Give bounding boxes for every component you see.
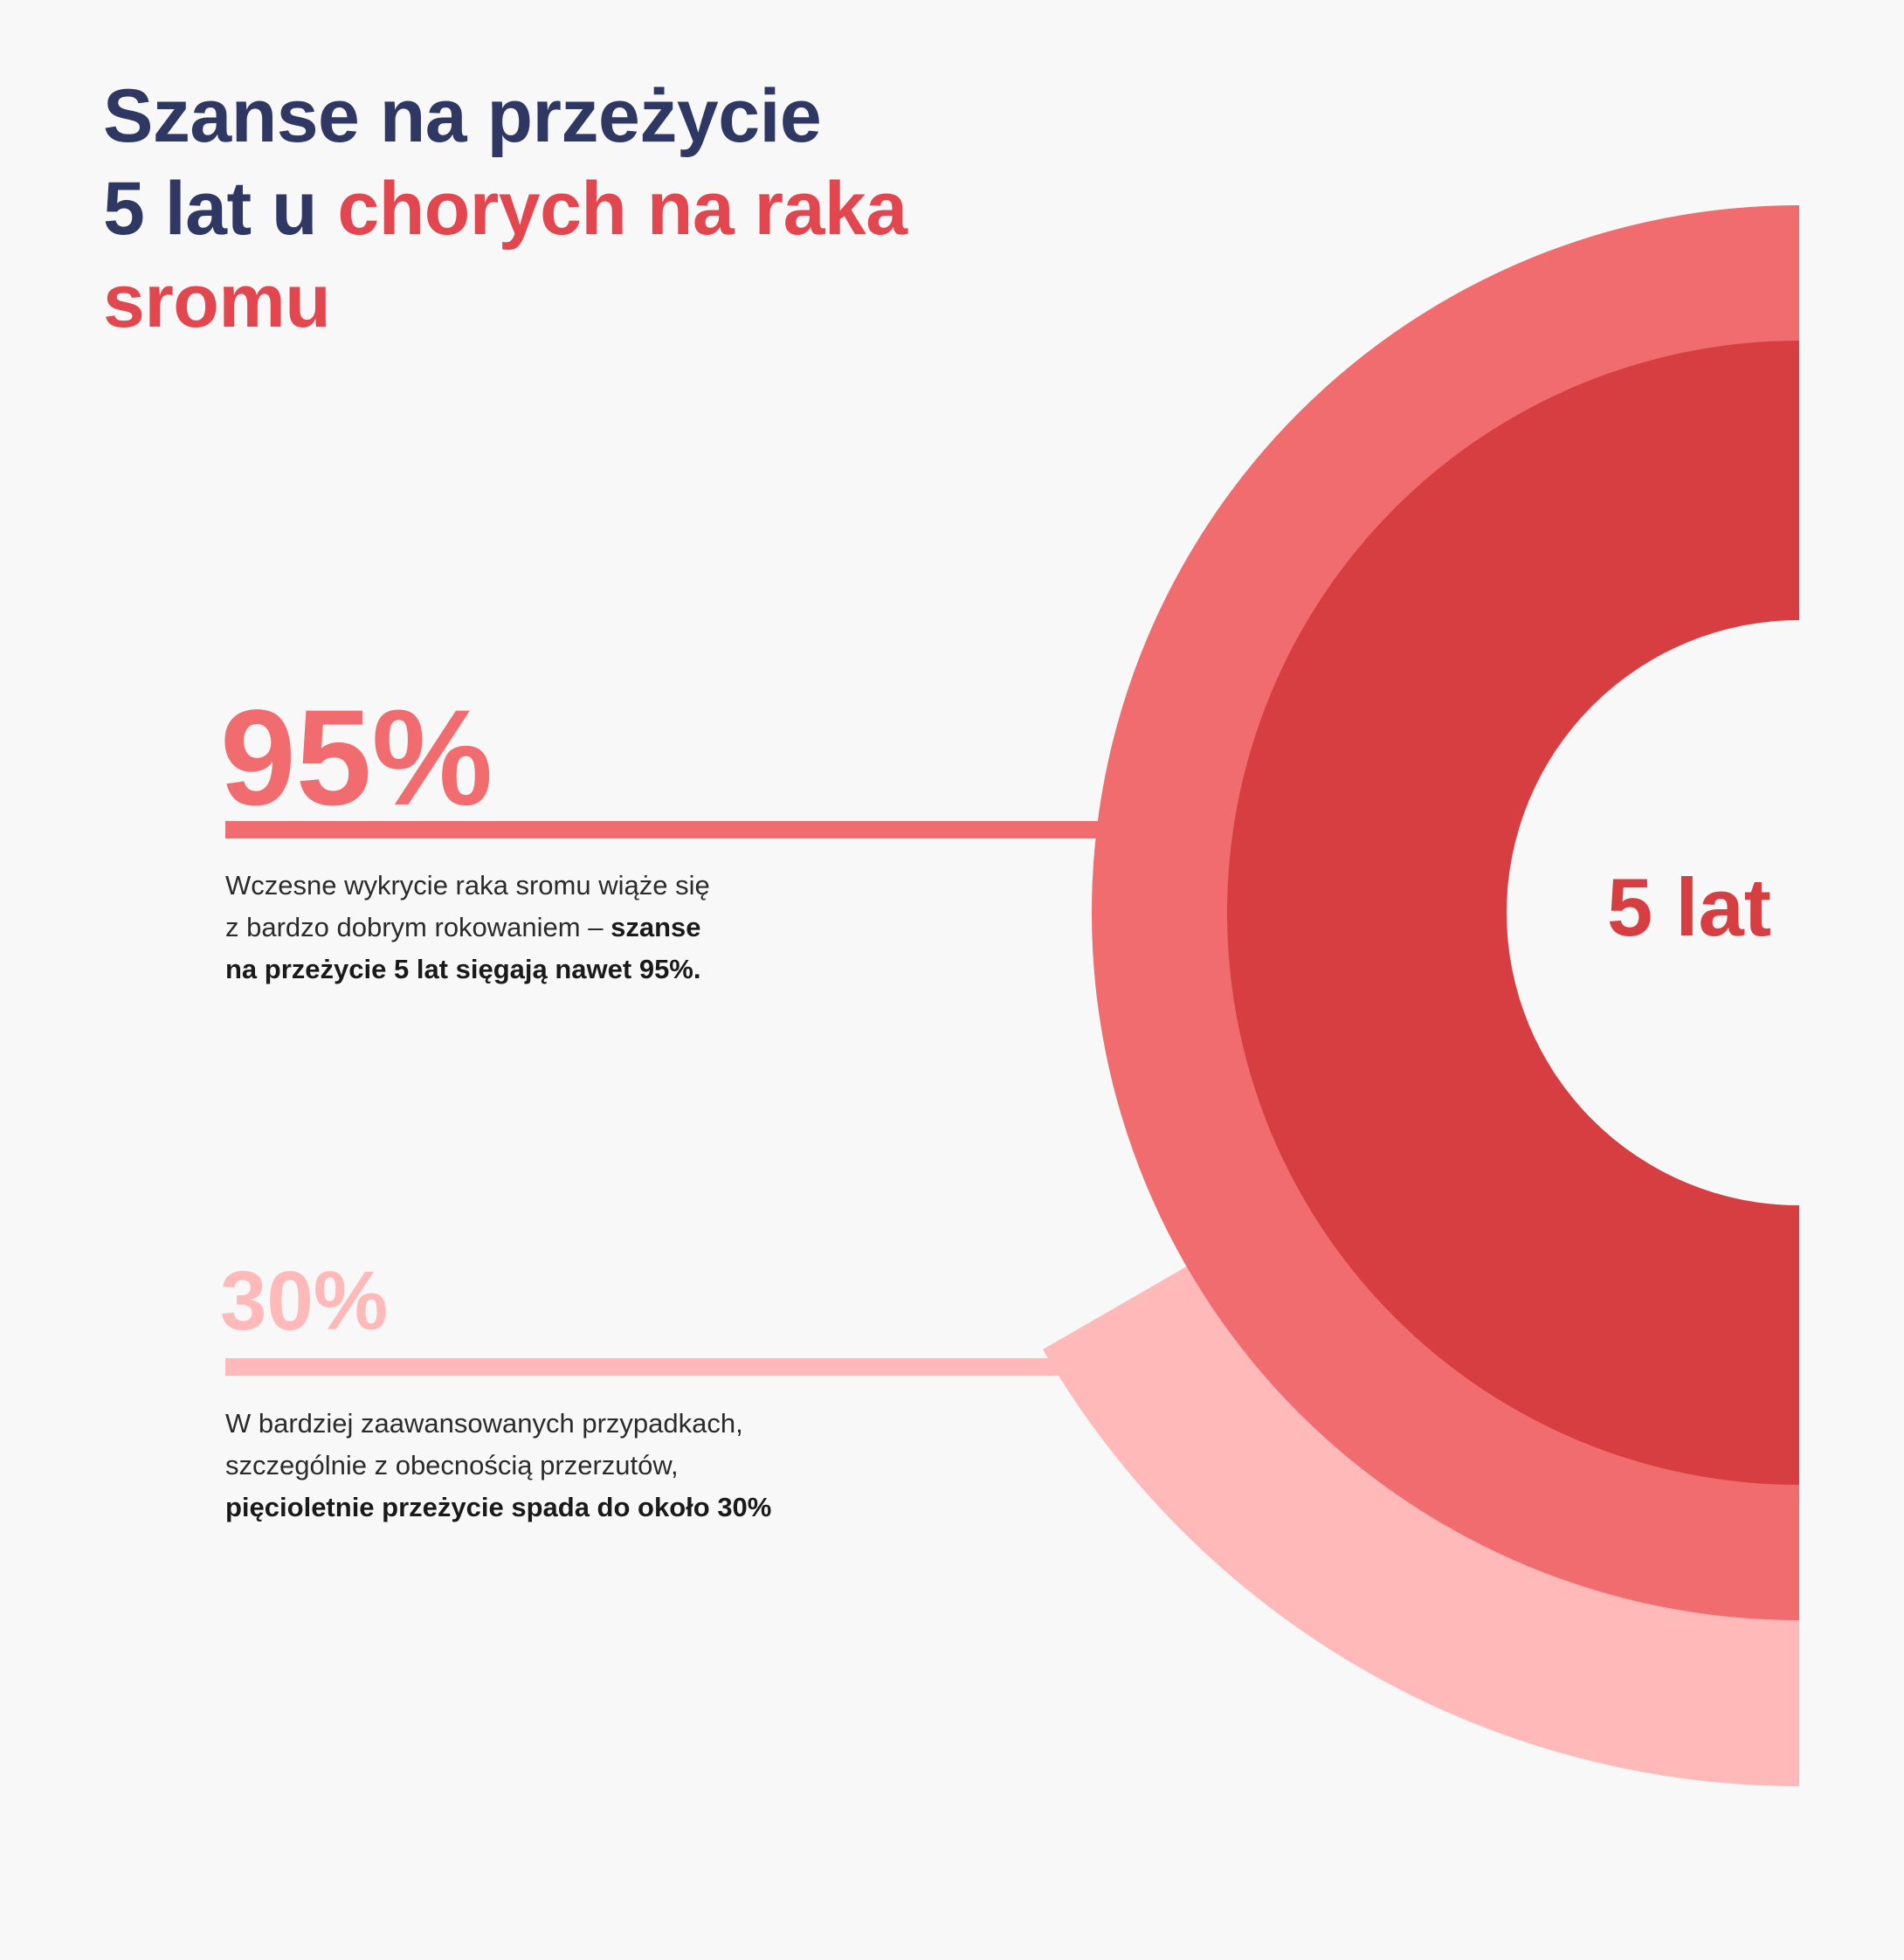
title-line-2-accent: chorych na raka (337, 167, 907, 251)
stat-30-value: 30% (220, 1254, 389, 1348)
page-title: Szanse na przeżycie 5 lat u chorych na r… (103, 70, 907, 348)
stat-95-description: Wczesne wykrycie raka sromu wiąże się z … (225, 865, 854, 990)
stat-30-desc-line-1: W bardziej zaawansowanych przypadkach, (225, 1408, 743, 1439)
ring-inner-5-lat (1227, 341, 1799, 1485)
stat-30-description: W bardziej zaawansowanych przypadkach, s… (225, 1403, 854, 1529)
stat-95-desc-line-3: na przeżycie 5 lat sięgają nawet 95%. (225, 949, 854, 990)
title-line-2-dark: 5 lat u (103, 167, 338, 251)
center-label: 5 lat (1607, 861, 1772, 953)
title-line-2: 5 lat u chorych na raka (103, 162, 907, 255)
ring-95-percent (1092, 205, 1799, 1620)
stat-95-desc-line-2-plain: z bardzo dobrym rokowaniem – (225, 912, 611, 942)
stat-95-desc-line-1: Wczesne wykrycie raka sromu wiąże się (225, 870, 710, 901)
stat-95-value: 95% (220, 682, 493, 834)
leader-line-95 (225, 821, 1099, 839)
leader-line-30 (225, 1358, 1099, 1376)
stat-95-desc-line-3-bold: na przeżycie 5 lat sięgają nawet 95%. (225, 954, 701, 984)
stat-30-desc-line-3-bold: pięcioletnie przeżycie spada do około 30… (225, 1492, 772, 1522)
stat-95-desc-line-2-bold: szanse (611, 912, 701, 942)
ring-30-percent (1042, 1266, 1799, 1786)
title-line-1: Szanse na przeżycie (103, 74, 822, 158)
title-line-3: sromu (103, 259, 331, 343)
stat-30-desc-line-2: szczególnie z obecnością przerzutów, (225, 1450, 679, 1480)
stat-95-desc-line-2: z bardzo dobrym rokowaniem – szanse (225, 907, 854, 949)
stat-30-desc-line-3: pięcioletnie przeżycie spada do około 30… (225, 1487, 854, 1529)
